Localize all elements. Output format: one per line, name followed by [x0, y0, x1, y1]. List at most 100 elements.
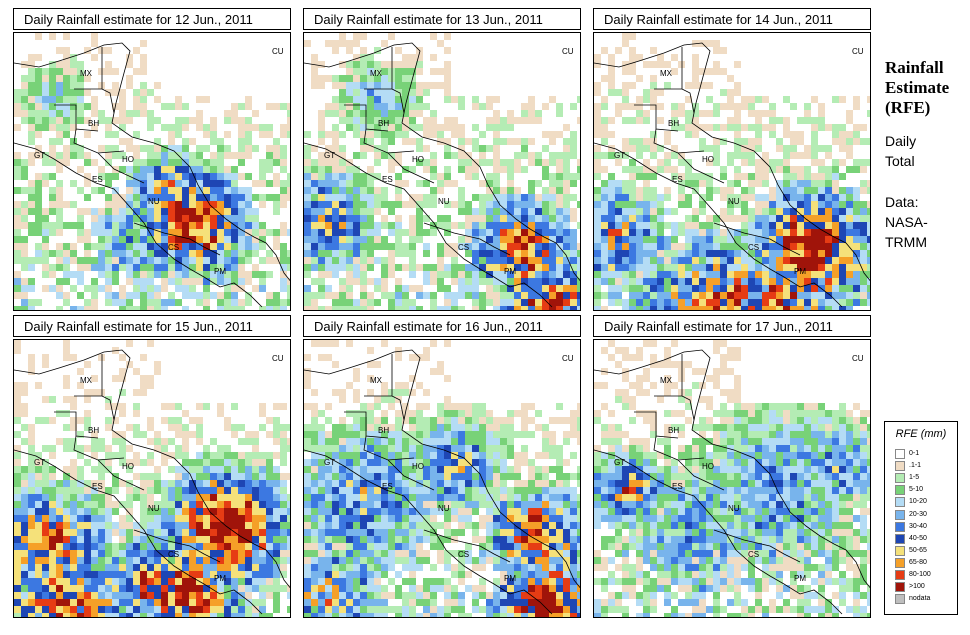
country-label-ho: HO [412, 155, 424, 164]
country-label-mx: MX [660, 376, 672, 385]
legend-entry: 0-1 [895, 449, 955, 459]
map-panel-jun17: Daily Rainfall estimate for 17 Jun., 201… [593, 315, 873, 618]
legend-entry: 40-50 [895, 533, 955, 544]
country-label-cs: CS [168, 550, 180, 559]
country-label-mx: MX [370, 69, 382, 78]
legend-swatch [895, 594, 905, 605]
sidebar-text-line: Total [885, 153, 915, 169]
rainfall-map: MX CU BH GT HO ES NU CS PM [593, 339, 871, 618]
legend-entry: >100 [895, 582, 955, 593]
legend-title: RFE (mm) [895, 428, 947, 440]
rainfall-field [14, 340, 290, 617]
country-label-pm: PM [214, 574, 226, 583]
sidebar-data-source: Data: NASA- TRMM [885, 192, 928, 252]
country-label-ho: HO [122, 155, 134, 164]
map-panel-jun16: Daily Rainfall estimate for 16 Jun., 201… [303, 315, 583, 618]
legend-swatch [895, 533, 905, 544]
legend-swatch [895, 461, 905, 472]
legend-swatch [895, 582, 905, 593]
country-label-ho: HO [702, 462, 714, 471]
legend-entry: nodata [895, 594, 955, 605]
country-label-bh: BH [668, 426, 680, 435]
legend-entry: 50-65 [895, 545, 955, 556]
legend-swatch [895, 449, 905, 459]
sidebar-title-line: (RFE) [885, 98, 931, 117]
legend-entry: 30-40 [895, 521, 955, 532]
country-label-bh: BH [378, 426, 390, 435]
map-panel-jun12: Daily Rainfall estimate for 12 Jun., 201… [13, 8, 293, 311]
country-label-es: ES [672, 482, 683, 491]
country-label-cu: CU [852, 354, 864, 363]
legend-label: 65-80 [909, 558, 927, 566]
legend-label: 10-20 [909, 498, 927, 506]
panel-title: Daily Rainfall estimate for 15 Jun., 201… [13, 315, 291, 337]
legend-label: 50-65 [909, 546, 927, 554]
country-label-cu: CU [272, 47, 284, 56]
map-panel-jun13: Daily Rainfall estimate for 13 Jun., 201… [303, 8, 583, 311]
country-label-pm: PM [794, 574, 806, 583]
country-label-gt: GT [614, 458, 626, 467]
rainfall-map: MX CU BH GT HO ES NU CS PM [303, 32, 581, 311]
legend-label: 5-10 [909, 486, 924, 494]
legend-label: 80-100 [909, 571, 931, 578]
country-label-ho: HO [702, 155, 714, 164]
rfe-legend: RFE (mm) 0-1 .1-1 1-5 5-10 10-20 20-30 30-40 40… [884, 421, 958, 615]
legend-label: 30-40 [909, 522, 927, 530]
legend-label: 40-50 [909, 534, 927, 542]
rainfall-field [304, 33, 580, 310]
country-label-cs: CS [458, 243, 470, 252]
rainfall-map: MX CU BH GT HO ES NU CS PM [593, 32, 871, 311]
country-label-es: ES [382, 175, 393, 184]
country-label-cu: CU [562, 47, 574, 56]
map-panel-jun15: Daily Rainfall estimate for 15 Jun., 201… [13, 315, 293, 618]
legend-swatch [895, 497, 905, 508]
rainfall-field [304, 340, 580, 617]
sidebar-text-line: Daily [885, 133, 917, 149]
legend-entry: 65-80 [895, 557, 955, 568]
legend-label: 1-5 [909, 474, 920, 482]
country-label-cs: CS [458, 550, 470, 559]
country-label-pm: PM [214, 267, 226, 276]
country-label-nu: NU [148, 197, 160, 206]
country-label-gt: GT [324, 458, 336, 467]
rainfall-map: MX CU BH GT HO ES NU CS PM [303, 339, 581, 618]
legend-entry: 5-10 [895, 485, 955, 496]
legend-swatch [895, 509, 905, 520]
country-label-mx: MX [80, 376, 92, 385]
country-label-cs: CS [168, 243, 180, 252]
sidebar-title: Rainfall Estimate (RFE) [885, 58, 949, 118]
legend-entry: 80-100 [895, 570, 955, 580]
country-label-cs: CS [748, 550, 760, 559]
rainfall-field [14, 33, 290, 310]
legend-label: 20-30 [909, 510, 927, 518]
country-label-pm: PM [504, 574, 516, 583]
country-label-pm: PM [794, 267, 806, 276]
legend-swatch [895, 473, 905, 484]
country-label-nu: NU [148, 504, 160, 513]
legend-entry: 1-5 [895, 473, 955, 484]
legend-label: .1-1 [909, 462, 922, 470]
legend-entry: .1-1 [895, 461, 955, 472]
sidebar-text-line: TRMM [885, 234, 927, 250]
legend-label: >100 [909, 583, 925, 591]
country-label-bh: BH [88, 119, 100, 128]
country-label-es: ES [92, 175, 103, 184]
legend-swatch [895, 521, 905, 532]
country-label-bh: BH [88, 426, 100, 435]
country-label-pm: PM [504, 267, 516, 276]
country-label-bh: BH [668, 119, 680, 128]
country-label-es: ES [92, 482, 103, 491]
rainfall-field [594, 340, 870, 617]
legend-entry: 10-20 [895, 497, 955, 508]
sidebar-text-line: NASA- [885, 214, 928, 230]
country-label-gt: GT [614, 151, 626, 160]
country-label-mx: MX [370, 376, 382, 385]
country-label-gt: GT [34, 151, 46, 160]
country-label-cu: CU [562, 354, 574, 363]
country-label-nu: NU [438, 504, 450, 513]
legend-entry: 20-30 [895, 509, 955, 520]
country-label-ho: HO [412, 462, 424, 471]
country-label-cu: CU [852, 47, 864, 56]
country-label-cu: CU [272, 354, 284, 363]
panel-title: Daily Rainfall estimate for 17 Jun., 201… [593, 315, 871, 337]
